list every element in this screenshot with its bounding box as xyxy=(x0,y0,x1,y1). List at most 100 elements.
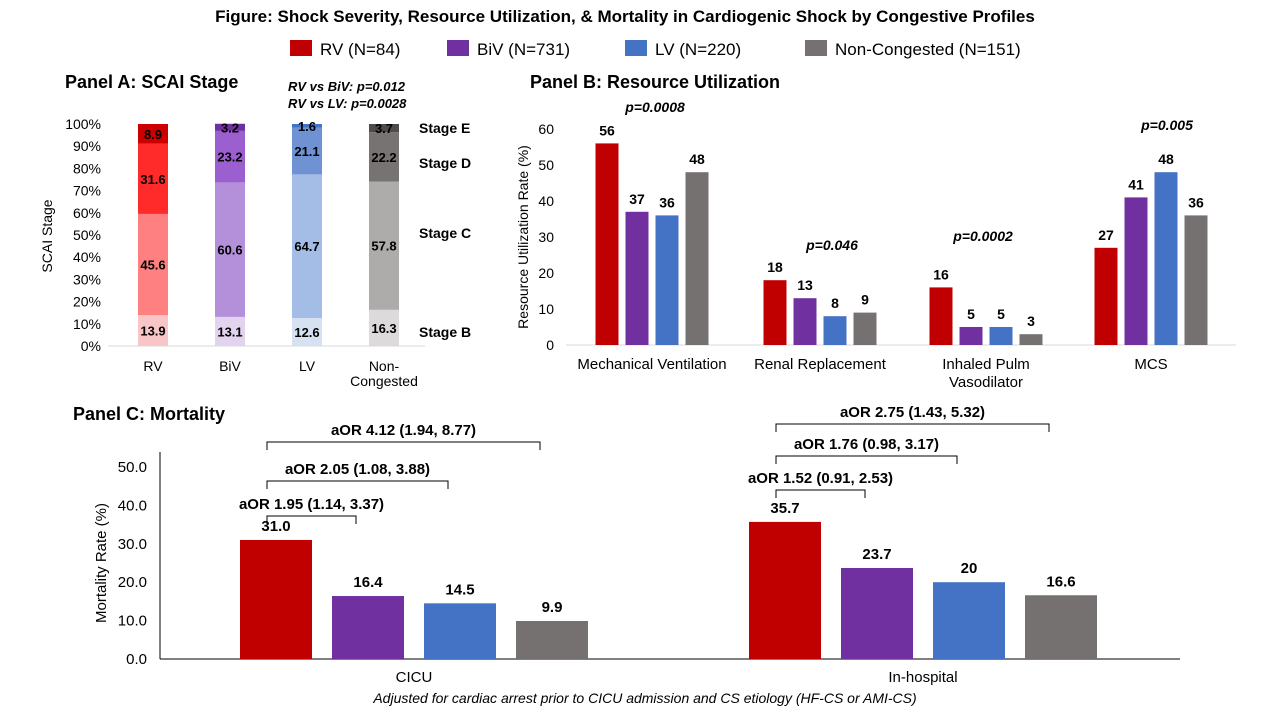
panel-b-bar-inhaled-pulm-vasodilator-biv xyxy=(959,327,983,345)
panel-b-bar-renal-replacement-biv xyxy=(793,298,817,345)
panel-a-pvalue-lv: RV vs LV: p=0.0028 xyxy=(288,96,407,111)
legend-swatch-biv-n-731 xyxy=(447,40,469,56)
panel-a-ytick: 90% xyxy=(73,138,101,154)
panel-c-annotation-bracket xyxy=(266,441,541,450)
panel-c-ytick: 30.0 xyxy=(118,536,147,553)
panel-c-ytick: 0.0 xyxy=(126,651,147,668)
panel-a-bar-biv-stage-c xyxy=(215,182,245,317)
panel-b-bar-inhaled-pulm-vasodilator-lv xyxy=(989,327,1013,345)
panel-a-bar-rv-stage-e xyxy=(138,124,168,144)
panel-b-ytick: 50 xyxy=(538,157,554,173)
panel-c-label-in-hospital-non-congested: 16.6 xyxy=(1046,573,1075,590)
panel-a-ytick: 40% xyxy=(73,249,101,265)
panel-b-pvalue: p=0.0008 xyxy=(624,99,685,115)
panel-c-label-cicu-lv: 14.5 xyxy=(445,581,474,598)
panel-b-label-renal-replacement-biv: 13 xyxy=(797,277,813,293)
panel-b-bar-mechanical-ventilation-non-congested xyxy=(685,172,709,345)
panel-a-label-biv-stage-e: 3.2 xyxy=(221,120,239,135)
panel-c-y-axis-label: Mortality Rate (%) xyxy=(93,503,110,623)
panel-a-ytick: 50% xyxy=(73,227,101,243)
figure-footnote: Adjusted for cardiac arrest prior to CIC… xyxy=(372,690,916,706)
panel-a-bar-non-congested-stage-e xyxy=(369,124,399,133)
legend: RV (N=84) BiV (N=731) LV (N=220) Non-Conges… xyxy=(290,40,1021,59)
figure-title: Figure: Shock Severity, Resource Utiliza… xyxy=(215,7,1035,26)
panel-c-ytick: 40.0 xyxy=(118,497,147,514)
panel-a-stage-c-label: Stage C xyxy=(419,225,471,241)
panel-a-xtick-lv: LV xyxy=(299,358,316,374)
panel-b-label-inhaled-pulm-vasodilator-biv: 5 xyxy=(967,306,975,322)
legend-label-non-congested-n-151: Non-Congested (N=151) xyxy=(835,40,1021,59)
panel-b-label-mechanical-ventilation-non-congested: 48 xyxy=(689,151,705,167)
panel-c-annotation-label: aOR 1.52 (0.91, 2.53) xyxy=(748,470,893,487)
panel-b-bar-mcs-biv xyxy=(1124,197,1148,345)
panel-a-bar-rv-stage-c xyxy=(138,213,168,316)
panel-b-bar-mechanical-ventilation-lv xyxy=(655,215,679,345)
panel-b-xtick-inhaled-pulm-vasodilator: Inhaled Pulm Vasodilator xyxy=(942,356,1030,391)
panel-b-label-inhaled-pulm-vasodilator-lv: 5 xyxy=(997,306,1005,322)
panel-c-annotation-label: aOR 4.12 (1.94, 8.77) xyxy=(331,422,476,439)
panel-a-scai-stage: Panel A: SCAI Stage RV vs BiV: p=0.012 R… xyxy=(39,72,471,389)
panel-b-label-mcs-biv: 41 xyxy=(1128,176,1144,192)
panel-b-label-mcs-lv: 48 xyxy=(1158,151,1174,167)
panel-b-bar-mcs-rv xyxy=(1094,247,1118,345)
panel-c-label-cicu-rv: 31.0 xyxy=(261,518,290,535)
panel-a-label-rv-stage-d: 31.6 xyxy=(140,172,165,187)
panel-c-ytick: 10.0 xyxy=(118,613,147,630)
panel-c-annotation-label: aOR 2.75 (1.43, 5.32) xyxy=(840,404,985,421)
panel-a-bar-lv-stage-c xyxy=(292,174,322,319)
panel-b-xtick-renal-replacement: Renal Replacement xyxy=(754,356,887,373)
panel-b-label-renal-replacement-non-congested: 9 xyxy=(861,292,869,308)
panel-b-bar-mcs-non-congested xyxy=(1184,215,1208,345)
panel-a-label-biv-stage-b: 13.1 xyxy=(217,324,242,339)
panel-c-annotation-bracket xyxy=(266,480,449,489)
panel-c-annotation-label: aOR 2.05 (1.08, 3.88) xyxy=(285,461,430,478)
panel-b-label-mechanical-ventilation-lv: 36 xyxy=(659,194,675,210)
panel-a-label-rv-stage-e: 8.9 xyxy=(144,127,162,142)
panel-a-bar-biv-stage-d xyxy=(215,130,245,183)
panel-b-bar-renal-replacement-lv xyxy=(823,316,847,345)
panel-a-stage-b-label: Stage B xyxy=(419,324,471,340)
panel-c-title: Panel C: Mortality xyxy=(73,404,225,424)
panel-a-xtick-rv: RV xyxy=(143,358,163,374)
panel-a-label-lv-stage-e: 1.6 xyxy=(298,119,316,134)
panel-a-bar-biv-stage-e xyxy=(215,123,245,131)
legend-swatch-non-congested-n-151 xyxy=(805,40,827,56)
panel-a-bar-lv-stage-d xyxy=(292,127,322,175)
panel-a-label-rv-stage-c: 45.6 xyxy=(140,258,165,273)
panel-b-bar-renal-replacement-rv xyxy=(763,280,787,345)
panel-b-pvalue: p=0.005 xyxy=(1140,117,1193,133)
panel-c-annotation-bracket xyxy=(775,455,958,464)
panel-b-ytick: 10 xyxy=(538,301,554,317)
panel-a-y-axis-label: SCAI Stage xyxy=(39,199,55,272)
panel-c-annotation-label: aOR 1.95 (1.14, 3.37) xyxy=(239,496,384,513)
panel-b-y-axis-label: Resource Utilization Rate (%) xyxy=(515,145,531,329)
panel-b-ytick: 60 xyxy=(538,121,554,137)
panel-c-ytick: 20.0 xyxy=(118,574,147,591)
panel-c-bar-cicu-non-congested xyxy=(516,620,588,659)
panel-b-pvalue: p=0.046 xyxy=(805,237,858,253)
legend-label-biv-n-731: BiV (N=731) xyxy=(477,40,570,59)
panel-a-ytick: 80% xyxy=(73,160,101,176)
panel-b-ytick: 30 xyxy=(538,229,554,245)
panel-b-ytick: 40 xyxy=(538,193,554,209)
panel-c-bar-cicu-biv xyxy=(332,596,404,659)
panel-c-bar-cicu-lv xyxy=(424,603,496,659)
panel-a-stage-d-label: Stage D xyxy=(419,155,471,171)
panel-b-label-renal-replacement-lv: 8 xyxy=(831,295,839,311)
panel-c-bar-in-hospital-lv xyxy=(933,582,1005,659)
panel-c-label-cicu-biv: 16.4 xyxy=(353,574,383,591)
panel-a-title: Panel A: SCAI Stage xyxy=(65,72,238,92)
panel-a-stage-e-label: Stage E xyxy=(419,120,470,136)
panel-c-bar-in-hospital-non-congested xyxy=(1025,595,1097,659)
panel-c-xtick-cicu: CICU xyxy=(396,669,433,686)
panel-b-title: Panel B: Resource Utilization xyxy=(530,72,780,92)
panel-a-label-biv-stage-d: 23.2 xyxy=(217,150,242,165)
panel-b-bar-inhaled-pulm-vasodilator-rv xyxy=(929,287,953,345)
panel-a-ytick: 60% xyxy=(73,205,101,221)
panel-a-pvalue-biv: RV vs BiV: p=0.012 xyxy=(288,79,406,94)
panel-a-ytick: 10% xyxy=(73,316,101,332)
panel-a-label-non-congested-stage-d: 22.2 xyxy=(371,150,396,165)
panel-a-label-lv-stage-d: 21.1 xyxy=(294,144,319,159)
panel-a-label-non-congested-stage-c: 57.8 xyxy=(371,239,396,254)
